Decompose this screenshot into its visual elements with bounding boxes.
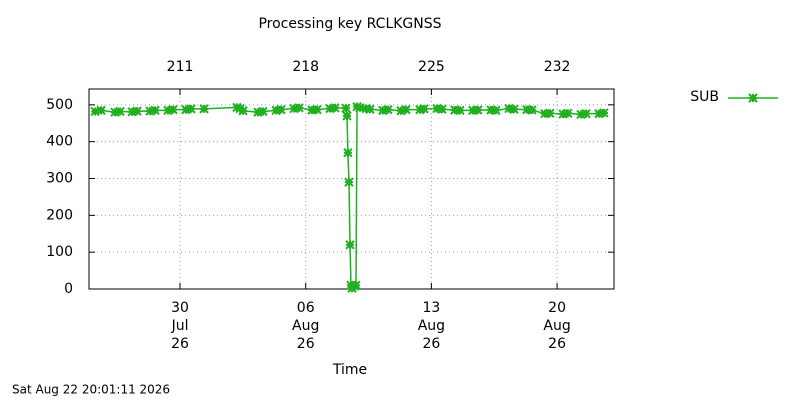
data-point [558,109,568,119]
y-tick-label: 0 [64,281,73,297]
x-tick-label: 26 [171,336,189,352]
data-point [186,104,196,114]
data-point [127,107,137,117]
data-point [115,106,125,117]
data-point [294,103,304,113]
data-point [576,109,586,120]
data-point [145,106,155,116]
data-point [527,105,537,115]
x-tick-label: Aug [292,318,319,334]
data-point [504,103,514,114]
y-tick-label: 500 [46,97,73,113]
data-point [232,102,242,113]
data-point [343,148,353,158]
data-point [378,105,388,116]
data-point [365,104,375,114]
data-point [491,105,501,116]
data-point [581,108,591,119]
data-point [345,240,355,250]
data-point [545,108,555,119]
data-point [455,105,465,116]
data-point [168,104,178,115]
data-point [486,105,496,115]
data-point [594,108,604,119]
timestamp: Sat Aug 22 20:01:11 2026 [12,383,170,397]
data-point [307,105,317,115]
data-point [150,105,160,116]
data-point [163,105,173,116]
data-point [344,177,354,187]
x-tick-label: 26 [548,336,566,352]
x-tick-label: 26 [297,336,315,352]
x2-tick-label: 211 [167,59,194,75]
chart-title: Processing key RCLKGNSS [258,16,441,32]
y-tick-label: 200 [46,207,73,223]
data-point [383,104,393,115]
data-point [432,103,442,114]
data-point [401,104,411,115]
data-point [238,106,248,116]
data-point [341,103,351,113]
data-point [276,104,286,115]
data-point [450,105,460,115]
data-point [540,108,550,119]
data-point [468,105,478,116]
data-point [599,108,609,118]
y-tick-label: 400 [46,134,73,150]
data-point [351,280,361,291]
y-tick-label: 100 [46,244,73,260]
data-point [258,106,268,117]
x-tick-label: 30 [171,300,189,316]
x-tick-label: 06 [297,300,315,316]
data-point [352,101,362,112]
data-point [437,104,447,114]
x-tick-label: Aug [543,318,570,334]
legend-label: SUB [690,89,719,105]
data-point [312,104,322,115]
x-tick-label: 26 [422,336,440,352]
data-point [415,104,425,115]
x-tick-label: Aug [418,318,445,334]
data-point [509,104,519,114]
data-point [473,105,483,115]
x-axis-label: Time [332,362,367,378]
x2-tick-label: 225 [418,59,445,75]
data-point [289,103,299,114]
x-tick-label: 13 [422,300,440,316]
data-point [342,111,352,121]
x2-tick-label: 218 [292,59,319,75]
data-point [325,103,335,114]
data-point [181,104,191,115]
data-point [396,106,406,116]
data-point [355,103,365,113]
data-point [419,104,429,114]
series-line [94,105,605,290]
data-point [330,103,340,113]
data-point [110,107,120,117]
x2-tick-label: 232 [544,59,571,75]
legend-marker [748,93,758,103]
data-point [271,105,281,116]
data-point [199,104,209,114]
data-point [90,106,100,117]
y-tick-label: 300 [46,171,73,187]
x-tick-label: 20 [548,300,566,316]
data-point [522,104,532,115]
data-point [563,108,573,119]
data-point [96,105,106,116]
x-tick-label: Jul [171,318,189,334]
data-point [253,107,263,117]
data-point [132,106,142,116]
